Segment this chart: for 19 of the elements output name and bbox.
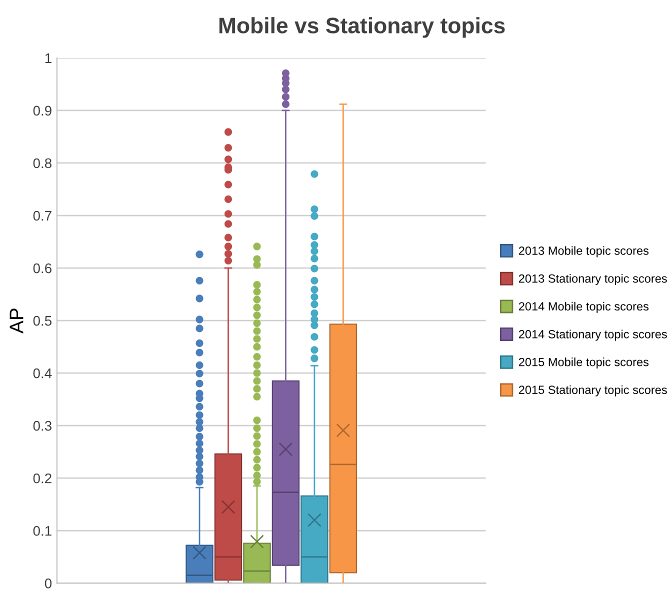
y-tick-label: 0.5 (33, 316, 52, 326)
legend-label: 2014 Mobile topic scores (518, 302, 649, 313)
y-tick-label: 0.3 (33, 420, 52, 431)
y-tick-label: 0.2 (33, 473, 52, 484)
y-axis-title: AP (10, 308, 24, 334)
y-tick-label: 0.7 (33, 210, 52, 221)
legend-label: 2013 Mobile topic scores (518, 246, 649, 258)
legend-label: 2013 Stationary topic scores (518, 274, 667, 286)
y-tick-label: 0.9 (33, 106, 52, 116)
y-tick-label: 0 (44, 578, 52, 588)
legend-label: 2015 Stationary topic scores (518, 385, 667, 396)
y-tick-label: 0.4 (33, 368, 52, 378)
y-tick-label: 0.1 (33, 526, 52, 536)
legend-label: 2014 Stationary topic scores (518, 330, 667, 341)
chart-title: Mobile vs Stationary topics (219, 17, 505, 38)
legend-label: 2015 Mobile topic scores (518, 358, 649, 369)
y-tick-label: 1 (45, 53, 52, 63)
y-tick-label: 0.6 (33, 263, 52, 274)
y-tick-label: 0.8 (33, 158, 52, 168)
